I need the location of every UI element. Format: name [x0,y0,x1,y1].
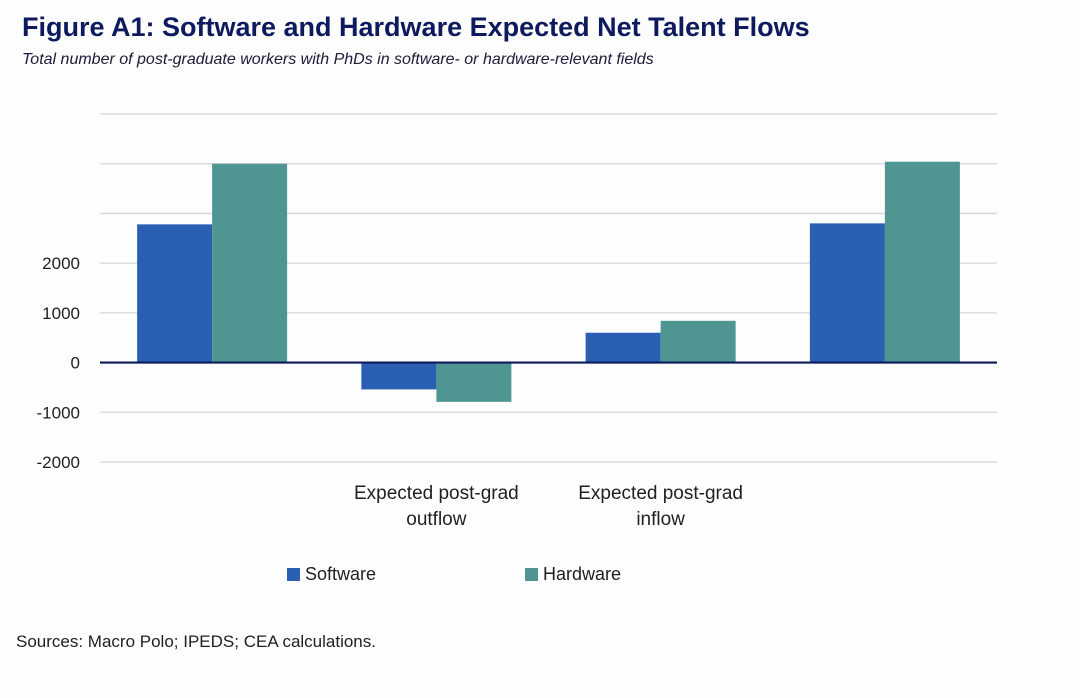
legend-item-hardware: Hardware [525,564,621,585]
bar-hardware [660,320,736,363]
legend-swatch-hardware [525,568,538,581]
y-tick-label: 0 [71,354,80,373]
y-tick-label: 2000 [42,254,80,273]
bar-hardware [212,163,288,363]
y-tick-label: -2000 [37,453,80,472]
legend-label-hardware: Hardware [543,564,622,584]
chart-subtitle: Total number of post-graduate workers wi… [22,51,654,68]
y-tick-label: 1000 [42,304,80,323]
bar-chart: -2000 -1000 0 1000 2000 Expected post-grad ou… [37,113,997,530]
y-tick-label: -1000 [37,403,80,422]
bar-software [585,332,661,363]
bars [137,161,960,402]
legend-swatch-software [287,568,300,581]
y-axis-ticks: -2000 -1000 0 1000 2000 [37,254,80,472]
category-label: Expected post-grad inflow [578,483,743,530]
bar-software [361,362,437,390]
legend: Software Hardware [0,564,1080,588]
bar-hardware [436,362,512,402]
source-note: Sources: Macro Polo; IPEDS; CEA calculat… [16,632,376,651]
chart-title: Figure A1: Software and Hardware Expecte… [22,12,810,42]
bar-hardware [884,161,960,363]
bar-software [809,223,885,363]
category-labels: Expected post-grad outflow Expected post-g… [354,483,743,530]
category-label: Expected post-grad outflow [354,483,519,530]
legend-label-software: Software [305,564,377,584]
bar-software [137,224,213,363]
legend-item-software: Software [287,564,376,585]
